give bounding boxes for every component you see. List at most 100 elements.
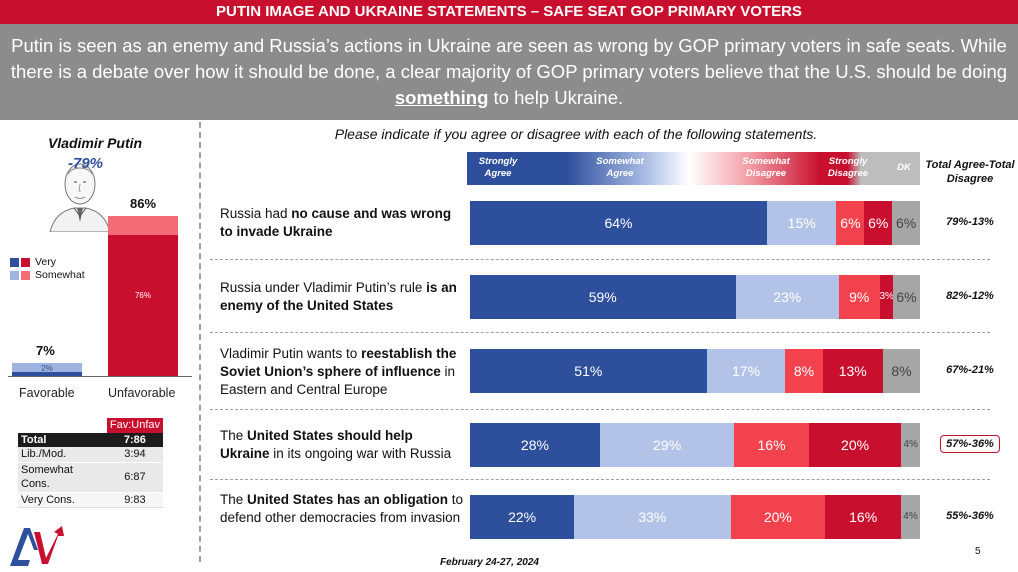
- statement-emphasis: United States should help Ukraine: [220, 428, 413, 461]
- bar-segment: 64%: [470, 201, 767, 245]
- table-row: Lib./Mod. 3:94: [18, 447, 163, 463]
- statement-text: in its ongoing war with Russia: [269, 446, 452, 461]
- legend-somewhat: Somewhat: [10, 269, 85, 281]
- legend-very-label: Very: [35, 256, 57, 268]
- statement-label: Russia under Vladimir Putin’s rule is an…: [220, 279, 465, 315]
- subtitle-end: to help Ukraine.: [488, 87, 624, 108]
- bar-segment: 29%: [599, 423, 735, 467]
- statement-text: Vladimir Putin wants to: [220, 346, 362, 361]
- putin-chart-title: Vladimir Putin: [47, 135, 143, 151]
- bar-segment: 20%: [730, 495, 826, 539]
- table-row-value: 7:86: [106, 432, 163, 447]
- statement-emphasis: is an enemy of the United States: [220, 280, 457, 313]
- bar-segment: 9%: [839, 275, 880, 319]
- agreement-legend-bar: [467, 152, 920, 185]
- bar-segment: 17%: [706, 349, 786, 393]
- slide-title: PUTIN IMAGE AND UKRAINE STATEMENTS – SAF…: [0, 0, 1018, 24]
- bar-very-label: 2%: [41, 364, 53, 374]
- legend-strongly-disagree: Strongly Disagree: [827, 156, 869, 179]
- total-value: 67%-21%: [946, 364, 994, 376]
- slide-subtitle: Putin is seen as an enemy and Russia’s a…: [0, 24, 1018, 120]
- bar-segment: 15%: [766, 201, 837, 245]
- bar-segment: 22%: [470, 495, 575, 539]
- category-label: Favorable: [19, 386, 75, 400]
- statement-emphasis: no cause and was wrong to invade Ukraine: [220, 206, 452, 239]
- statement-emphasis: United States has an obligation: [247, 492, 449, 507]
- bar-segment: 13%: [822, 349, 883, 393]
- page-number: 5: [975, 546, 981, 557]
- bar-segment: 33%: [574, 495, 731, 539]
- table-row-value: 9:83: [106, 492, 163, 508]
- panel-divider: [199, 122, 201, 562]
- row-divider: [210, 259, 990, 260]
- statement-label: The United States has an obligation to d…: [220, 491, 465, 527]
- legend-swatch-fav-somewhat: [10, 270, 19, 280]
- bar-segment: 4%: [901, 423, 920, 467]
- total-agree-disagree: 79%-13%: [930, 216, 1010, 228]
- total-agree-disagree: 82%-12%: [930, 290, 1010, 302]
- total-value: 82%-12%: [946, 290, 994, 302]
- bar-segment: 4%: [901, 495, 920, 539]
- bar-total-label: 7%: [36, 343, 55, 358]
- total-column-header: Total Agree-Total Disagree: [925, 159, 1015, 185]
- legend-swatch-fav-very: [10, 257, 19, 267]
- bar-segment: 6%: [836, 201, 865, 245]
- total-agree-disagree: 57%-36%: [930, 435, 1010, 453]
- chart-question: Please indicate if you agree or disagree…: [334, 126, 818, 142]
- statement-text: Russia had: [220, 206, 292, 221]
- bar-segment: 16%: [825, 495, 902, 539]
- legend-swatch-unfav-somewhat: [21, 270, 30, 280]
- statement-label: Russia had no cause and was wrong to inv…: [220, 205, 465, 241]
- table-row-label: Total: [18, 432, 107, 447]
- table-row-label: Very Cons.: [18, 492, 107, 508]
- table-row-label: Somewhat Cons.: [18, 462, 107, 493]
- legend-strongly-agree: Strongly Agree: [478, 156, 518, 179]
- row-divider: [210, 409, 990, 410]
- av-logo-icon: [10, 526, 64, 566]
- bar-segment: 59%: [470, 275, 736, 319]
- bar-favorable-somewhat: [12, 363, 82, 373]
- row-divider: [210, 479, 990, 480]
- bar-unfavorable-very: [108, 235, 178, 376]
- bar-segment: 6%: [892, 201, 920, 245]
- total-agree-disagree: 55%-36%: [930, 510, 1010, 522]
- fav-table-header: Fav:Unfav: [18, 418, 163, 433]
- statement-text: Russia under Vladimir Putin’s rule: [220, 280, 427, 295]
- bar-total-label: 86%: [130, 196, 157, 212]
- table-row-value: 6:87: [106, 462, 163, 493]
- bar-segment: 51%: [470, 349, 707, 393]
- statement-text: to defend other democracies from invasio…: [220, 492, 464, 525]
- total-agree-disagree: 67%-21%: [930, 364, 1010, 376]
- legend-swatch-unfav-very: [21, 257, 30, 267]
- statement-text: The: [220, 492, 248, 507]
- table-row: Somewhat Cons. 6:87: [18, 462, 163, 493]
- fav-table-header-label: Fav:Unfav: [106, 418, 163, 433]
- table-row: Very Cons. 9:83: [18, 492, 163, 508]
- table-row-value: 3:94: [106, 447, 163, 463]
- total-value: 79%-13%: [946, 216, 994, 228]
- putin-net-rating: -79%: [68, 155, 104, 172]
- legend-very: Very: [10, 256, 56, 268]
- putin-portrait-icon: [49, 163, 111, 232]
- bar-segment: 16%: [734, 423, 809, 467]
- bar-segment: 23%: [735, 275, 839, 319]
- total-value: 55%-36%: [946, 510, 994, 522]
- putin-chart-axis: [8, 376, 192, 377]
- row-divider: [210, 332, 990, 333]
- table-row: Total 7:86: [18, 432, 163, 447]
- subtitle-text: Putin is seen as an enemy and Russia’s a…: [10, 35, 1008, 82]
- bar-segment: 3%: [879, 275, 894, 319]
- bar-segment: 8%: [785, 349, 823, 393]
- category-label: Unfavorable: [108, 386, 176, 400]
- bar-segment: 20%: [808, 423, 902, 467]
- bar-segment: 28%: [470, 423, 600, 467]
- bar-favorable-very: [12, 372, 82, 376]
- bar-segment: 6%: [864, 201, 893, 245]
- bar-segment: 8%: [882, 349, 920, 393]
- bar-unfavorable-somewhat: [108, 216, 178, 236]
- survey-date: February 24-27, 2024: [440, 557, 539, 568]
- legend-dk: DK: [897, 162, 911, 173]
- statement-label: The United States should help Ukraine in…: [220, 427, 465, 463]
- table-row-label: Lib./Mod.: [18, 447, 107, 463]
- statement-emphasis: reestablish the Soviet Union’s sphere of…: [220, 346, 457, 379]
